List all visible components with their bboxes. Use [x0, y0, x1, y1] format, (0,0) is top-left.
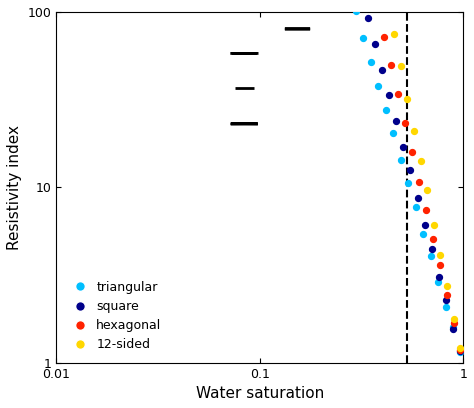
Y-axis label: Resistivity index: Resistivity index — [7, 125, 22, 250]
Point — [403, 95, 411, 102]
Point — [352, 8, 360, 15]
Point — [442, 304, 449, 310]
Point — [388, 61, 395, 68]
Point — [430, 221, 438, 228]
Point — [400, 144, 407, 150]
Point — [407, 167, 414, 173]
Point — [419, 231, 427, 237]
Point — [434, 279, 442, 285]
Point — [360, 35, 367, 41]
Point — [422, 207, 430, 214]
Point — [390, 31, 398, 38]
Point — [374, 4, 382, 11]
Point — [371, 40, 378, 47]
Point — [415, 179, 423, 186]
Point — [381, 33, 388, 40]
Point — [408, 149, 416, 155]
Point — [421, 221, 428, 228]
Point — [390, 129, 397, 136]
Point — [449, 324, 457, 330]
Point — [423, 187, 431, 193]
Point — [410, 128, 418, 134]
Point — [401, 120, 409, 126]
Point — [417, 158, 424, 165]
Point — [364, 15, 371, 22]
Point — [404, 180, 412, 186]
Point — [437, 252, 444, 258]
Point — [382, 106, 390, 113]
Point — [427, 253, 434, 259]
Point — [414, 195, 421, 202]
Point — [435, 274, 443, 280]
Point — [450, 319, 457, 326]
Point — [378, 67, 386, 74]
Point — [456, 344, 464, 351]
Legend: triangular, square, hexagonal, 12-sided: triangular, square, hexagonal, 12-sided — [63, 276, 166, 357]
Point — [456, 348, 464, 354]
Point — [436, 262, 444, 268]
Point — [412, 204, 419, 210]
Point — [443, 292, 450, 299]
Point — [385, 92, 393, 98]
Point — [443, 283, 451, 289]
Point — [394, 91, 402, 98]
Point — [397, 63, 404, 70]
Point — [374, 82, 382, 89]
Point — [428, 246, 436, 253]
Point — [429, 236, 437, 243]
Point — [367, 58, 375, 65]
Point — [383, 2, 391, 9]
Point — [392, 118, 400, 124]
X-axis label: Water saturation: Water saturation — [196, 386, 324, 401]
Point — [397, 157, 404, 163]
Point — [442, 297, 450, 303]
Point — [449, 326, 457, 332]
Point — [456, 348, 464, 355]
Point — [456, 346, 464, 353]
Point — [450, 316, 457, 322]
